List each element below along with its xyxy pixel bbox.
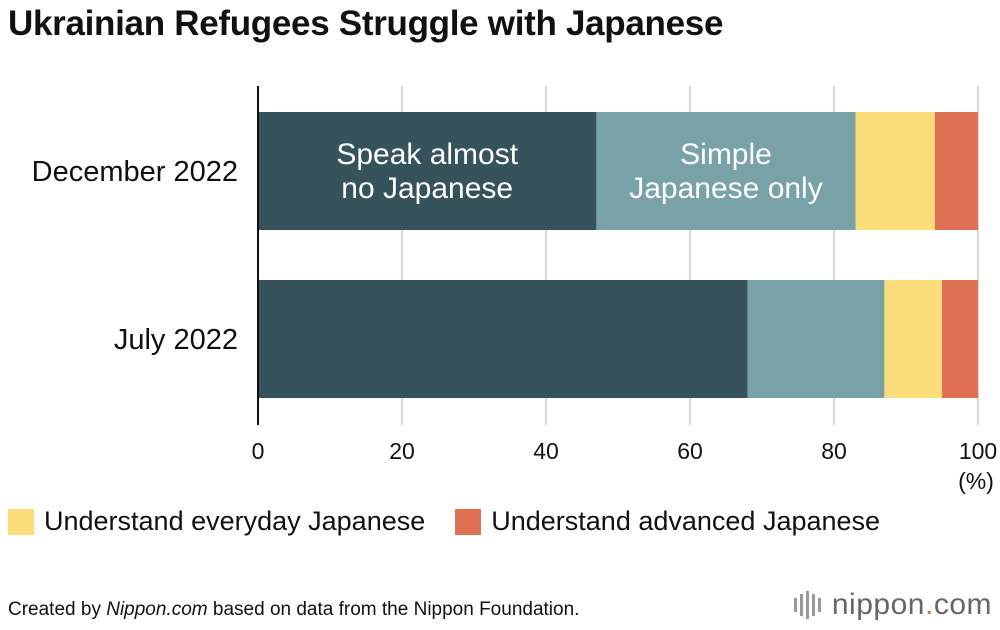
bar-december-2022-series-3 <box>934 112 978 230</box>
bar-july-2022-series-0 <box>258 280 748 398</box>
source-name: Nippon.com <box>106 599 208 620</box>
x-tick-label-20: 20 <box>389 438 415 464</box>
x-tick-label-100: 100 <box>959 438 997 464</box>
bar-december-2022-series-0 <box>258 112 597 230</box>
brand-name: nippon <box>831 588 925 621</box>
x-tick-label-40: 40 <box>533 438 559 464</box>
nippon-logo: nippon. com <box>793 588 992 622</box>
x-tick-label-80: 80 <box>821 438 847 464</box>
bar-december-2022-series-2 <box>855 112 935 230</box>
source-note: Created by Nippon.com based on data from… <box>8 599 579 621</box>
brand-tld: com <box>933 588 992 621</box>
brand-mark-icon <box>793 591 824 619</box>
source-suffix: based on data from the Nippon Foundation… <box>207 599 580 620</box>
legend-swatch-advanced <box>455 508 482 535</box>
inline-label-series-1-line-1: Japanese only <box>629 172 822 205</box>
bar-december-2022-series-1 <box>596 112 856 230</box>
legend-swatch-everyday <box>8 508 34 535</box>
bar-july-2022-series-1 <box>747 280 885 398</box>
bar-july-2022-series-2 <box>884 280 942 398</box>
x-tick-label-0: 0 <box>252 438 265 464</box>
legend-label-advanced: Understand advanced Japanese <box>491 506 881 536</box>
inline-label-series-0-line-0: Speak almost <box>336 138 518 171</box>
legend-label-everyday: Understand everyday Japanese <box>44 506 426 536</box>
x-tick-label-60: 60 <box>677 438 703 464</box>
category-label-0: December 2022 <box>32 156 238 188</box>
legend: Understand everyday Japanese Understand … <box>8 506 910 537</box>
legend-item-everyday: Understand everyday Japanese <box>8 506 425 537</box>
legend-item-advanced: Understand advanced Japanese <box>455 506 880 537</box>
bar-july-2022-series-3 <box>942 280 978 398</box>
inline-label-series-0-line-1: no Japanese <box>341 172 513 205</box>
category-label-1: July 2022 <box>114 324 238 356</box>
x-unit-label: (%) <box>958 468 994 494</box>
inline-label-series-1-line-0: Simple <box>680 138 772 171</box>
brand-dot: . <box>924 588 934 621</box>
source-prefix: Created by <box>8 599 107 620</box>
chart-title: Ukrainian Refugees Struggle with Japanes… <box>8 4 724 43</box>
